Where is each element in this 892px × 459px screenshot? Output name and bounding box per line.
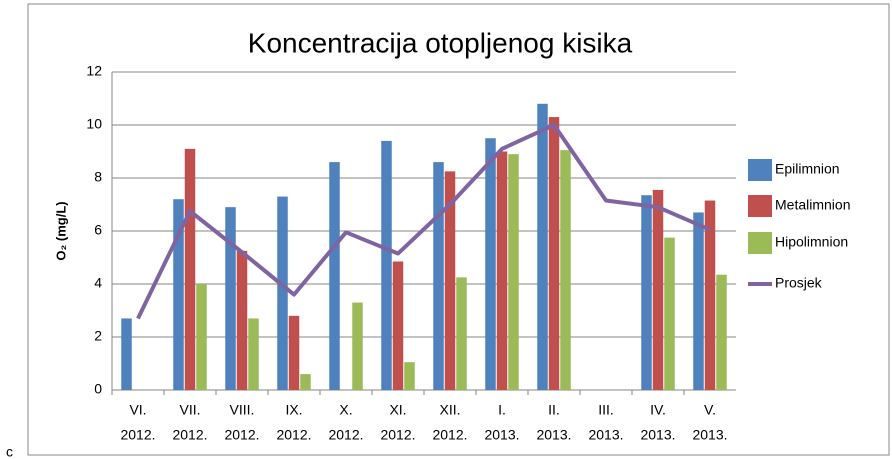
bar (456, 277, 467, 390)
x-tick-label: 2013. (588, 427, 623, 443)
bar (248, 318, 259, 390)
x-tick-label: III. (598, 402, 614, 418)
x-tick-label: IX. (285, 402, 302, 418)
y-axis-title: O₂ (mg/L) (53, 201, 68, 260)
y-tick-label: 6 (94, 222, 102, 238)
legend-label: Epilimnion (775, 161, 840, 177)
x-tick-label: 2013. (692, 427, 727, 443)
bar (560, 150, 571, 390)
x-tick-label: I. (498, 402, 506, 418)
chart-title: Koncentracija otopljenog kisika (248, 27, 633, 58)
x-tick-label: VI. (129, 402, 146, 418)
bar (121, 318, 132, 390)
bar (433, 162, 444, 390)
bar (508, 154, 519, 390)
legend-label: Hipolimnion (775, 234, 848, 250)
bar (664, 237, 675, 390)
bar (548, 117, 560, 391)
bar (485, 138, 496, 390)
bar (444, 171, 456, 390)
legend-label: Metalimnion (775, 197, 850, 213)
x-tick-label: II. (548, 402, 560, 418)
x-tick-label: V. (704, 402, 716, 418)
legend-swatch (748, 159, 772, 181)
x-tick-label: 2012. (276, 427, 311, 443)
bar (173, 199, 184, 390)
y-tick-label: 8 (94, 169, 102, 185)
x-tick-label: XI. (389, 402, 406, 418)
legend-swatch (748, 195, 772, 217)
bar (392, 261, 404, 390)
y-tick-label: 10 (86, 116, 102, 132)
x-tick-label: VII. (179, 402, 200, 418)
bar (196, 284, 207, 390)
bar (652, 189, 664, 390)
y-tick-label: 4 (94, 275, 102, 291)
bar (716, 274, 727, 390)
x-tick-label: 2013. (536, 427, 571, 443)
bar (641, 195, 652, 390)
bar (184, 148, 196, 390)
bar (288, 315, 300, 390)
x-tick-label: 2012. (380, 427, 415, 443)
x-tick-label: 2012. (432, 427, 467, 443)
bar (277, 196, 288, 390)
bar (537, 103, 548, 391)
legend-label: Prosjek (775, 275, 823, 291)
x-tick-label: 2012. (172, 427, 207, 443)
bar (704, 200, 716, 390)
x-tick-label: 2012. (224, 427, 259, 443)
x-tick-label: X. (339, 402, 352, 418)
bar (329, 162, 340, 390)
legend-swatch (748, 232, 772, 254)
y-tick-label: 2 (94, 328, 102, 344)
x-tick-label: 2012. (328, 427, 363, 443)
x-tick-label: 2013. (640, 427, 675, 443)
y-tick-label: 12 (86, 63, 102, 79)
bar (496, 151, 508, 390)
corner-label: c (6, 444, 13, 459)
x-tick-label: XII. (439, 402, 460, 418)
y-tick-label: 0 (94, 381, 102, 397)
bar (236, 250, 248, 390)
line (136, 123, 711, 320)
bar (381, 140, 392, 390)
x-tick-label: 2012. (120, 427, 155, 443)
x-tick-label: VIII. (230, 402, 255, 418)
x-tick-label: IV. (650, 402, 666, 418)
bar (352, 302, 363, 390)
bar (404, 362, 415, 390)
bar (300, 374, 311, 390)
bar (225, 207, 236, 390)
x-tick-label: 2013. (484, 427, 519, 443)
bar (693, 212, 704, 390)
